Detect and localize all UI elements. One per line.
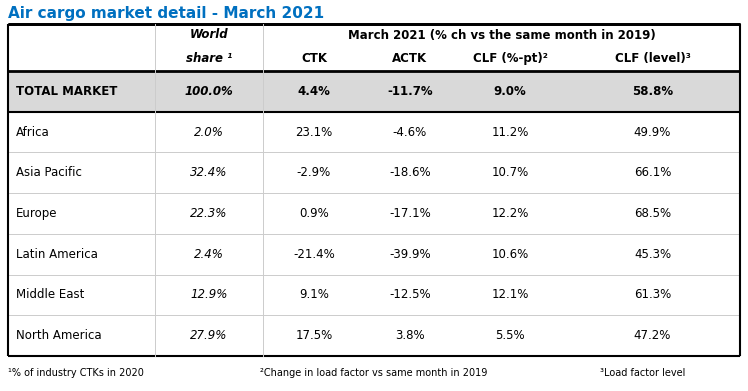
Text: 10.7%: 10.7% bbox=[491, 166, 529, 179]
Text: 47.2%: 47.2% bbox=[634, 329, 671, 342]
Text: TOTAL MARKET: TOTAL MARKET bbox=[16, 85, 117, 98]
Text: 32.4%: 32.4% bbox=[190, 166, 227, 179]
Text: 12.2%: 12.2% bbox=[491, 207, 529, 220]
Text: 61.3%: 61.3% bbox=[634, 289, 671, 301]
Text: 2.0%: 2.0% bbox=[194, 126, 224, 138]
Text: 100.0%: 100.0% bbox=[185, 85, 233, 98]
Text: -17.1%: -17.1% bbox=[389, 207, 431, 220]
Text: 17.5%: 17.5% bbox=[295, 329, 333, 342]
Text: 68.5%: 68.5% bbox=[634, 207, 671, 220]
Text: ²Change in load factor vs same month in 2019: ²Change in load factor vs same month in … bbox=[260, 368, 488, 378]
Text: 58.8%: 58.8% bbox=[632, 85, 673, 98]
Bar bbox=[8, 71, 740, 112]
Text: 12.9%: 12.9% bbox=[190, 289, 227, 301]
Text: 22.3%: 22.3% bbox=[190, 207, 227, 220]
Text: 3.8%: 3.8% bbox=[395, 329, 425, 342]
Text: Middle East: Middle East bbox=[16, 289, 85, 301]
Text: 66.1%: 66.1% bbox=[634, 166, 671, 179]
Text: 2.4%: 2.4% bbox=[194, 248, 224, 261]
Text: 49.9%: 49.9% bbox=[634, 126, 671, 138]
Text: -2.9%: -2.9% bbox=[297, 166, 331, 179]
Text: CLF (level)³: CLF (level)³ bbox=[615, 52, 690, 65]
Text: 9.0%: 9.0% bbox=[494, 85, 527, 98]
Text: 0.9%: 0.9% bbox=[299, 207, 329, 220]
Text: 4.4%: 4.4% bbox=[298, 85, 331, 98]
Text: CLF (%-pt)²: CLF (%-pt)² bbox=[473, 52, 548, 65]
Text: share ¹: share ¹ bbox=[186, 52, 232, 65]
Text: North America: North America bbox=[16, 329, 102, 342]
Text: 27.9%: 27.9% bbox=[190, 329, 227, 342]
Text: -4.6%: -4.6% bbox=[393, 126, 427, 138]
Text: Asia Pacific: Asia Pacific bbox=[16, 166, 82, 179]
Text: -12.5%: -12.5% bbox=[389, 289, 431, 301]
Text: Latin America: Latin America bbox=[16, 248, 98, 261]
Text: 10.6%: 10.6% bbox=[491, 248, 529, 261]
Text: Europe: Europe bbox=[16, 207, 58, 220]
Text: World: World bbox=[190, 29, 228, 41]
Text: CTK: CTK bbox=[301, 52, 327, 65]
Text: -11.7%: -11.7% bbox=[387, 85, 433, 98]
Text: 5.5%: 5.5% bbox=[495, 329, 525, 342]
Text: March 2021 (% ch vs the same month in 2019): March 2021 (% ch vs the same month in 20… bbox=[348, 29, 655, 41]
Text: -18.6%: -18.6% bbox=[389, 166, 431, 179]
Text: -21.4%: -21.4% bbox=[293, 248, 335, 261]
Text: 12.1%: 12.1% bbox=[491, 289, 529, 301]
Text: 23.1%: 23.1% bbox=[295, 126, 333, 138]
Text: -39.9%: -39.9% bbox=[389, 248, 431, 261]
Text: Air cargo market detail - March 2021: Air cargo market detail - March 2021 bbox=[8, 6, 324, 21]
Text: Africa: Africa bbox=[16, 126, 50, 138]
Text: ³Load factor level: ³Load factor level bbox=[600, 368, 685, 378]
Text: 9.1%: 9.1% bbox=[299, 289, 329, 301]
Text: ACTK: ACTK bbox=[393, 52, 428, 65]
Text: 11.2%: 11.2% bbox=[491, 126, 529, 138]
Text: ¹% of industry CTKs in 2020: ¹% of industry CTKs in 2020 bbox=[8, 368, 144, 378]
Text: 45.3%: 45.3% bbox=[634, 248, 671, 261]
